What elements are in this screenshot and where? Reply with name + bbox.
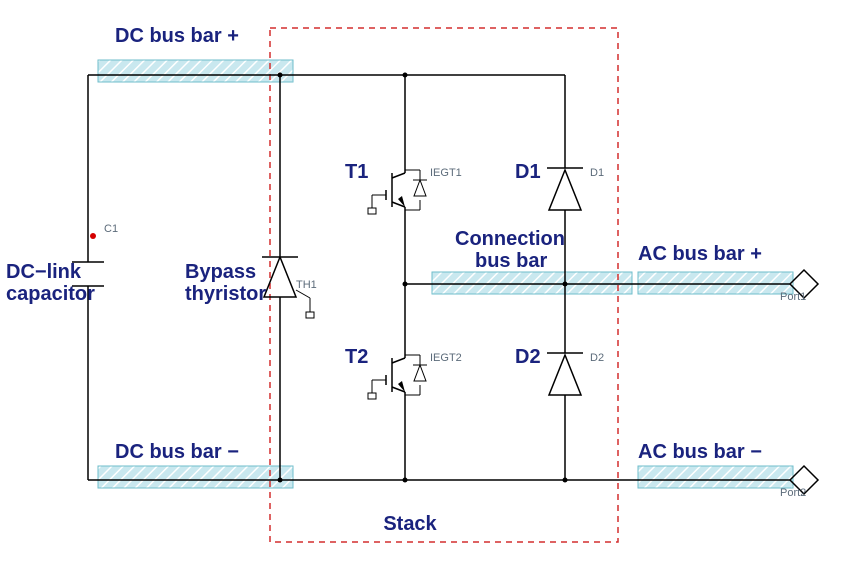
d2-label: D2 xyxy=(515,346,541,368)
th1-ref: TH1 xyxy=(296,279,317,291)
polarity-dot xyxy=(90,233,96,239)
node xyxy=(563,282,568,287)
d2-ref: D2 xyxy=(590,352,604,364)
igbt-t2 xyxy=(368,345,427,405)
ac-bus-plus-bar xyxy=(638,272,793,294)
iegt1-ref: IEGT1 xyxy=(430,167,462,179)
dc-bus-plus-bar xyxy=(98,60,293,82)
c1-ref: C1 xyxy=(104,223,118,235)
ac-bus-minus-bar xyxy=(638,466,793,488)
node xyxy=(403,478,408,483)
dc-link-cap-label-1: DC−link xyxy=(6,261,82,283)
ac-bus-minus-label: AC bus bar − xyxy=(638,441,762,463)
diode-d2 xyxy=(547,350,583,400)
conn-label-1: Connection xyxy=(455,228,565,250)
bypass-label-1: Bypass xyxy=(185,261,256,283)
node xyxy=(278,478,283,483)
node xyxy=(563,478,568,483)
port2-ref: Port2 xyxy=(780,487,806,499)
t1-label: T1 xyxy=(345,161,368,183)
port1-ref: Port1 xyxy=(780,291,806,303)
dc-bus-minus-bar xyxy=(98,466,293,488)
node xyxy=(278,73,283,78)
d1-ref: D1 xyxy=(590,167,604,179)
dc-bus-plus-label: DC bus bar + xyxy=(115,25,239,47)
ac-bus-plus-label: AC bus bar + xyxy=(638,243,762,265)
dc-bus-minus-label: DC bus bar − xyxy=(115,441,239,463)
node xyxy=(403,282,408,287)
stack-label: Stack xyxy=(383,513,437,535)
node xyxy=(403,73,408,78)
conn-label-2: bus bar xyxy=(475,250,547,272)
bypass-label-2: thyristor xyxy=(185,283,266,305)
iegt2-ref: IEGT2 xyxy=(430,352,462,364)
connection-bus-bar xyxy=(432,272,632,294)
diode-d1 xyxy=(547,165,583,215)
circuit-diagram: DC bus bar + DC bus bar − AC bus bar + A… xyxy=(0,0,842,568)
t2-label: T2 xyxy=(345,346,368,368)
d1-label: D1 xyxy=(515,161,541,183)
igbt-t1 xyxy=(368,160,427,220)
dc-link-cap-label-2: capacitor xyxy=(6,283,95,305)
